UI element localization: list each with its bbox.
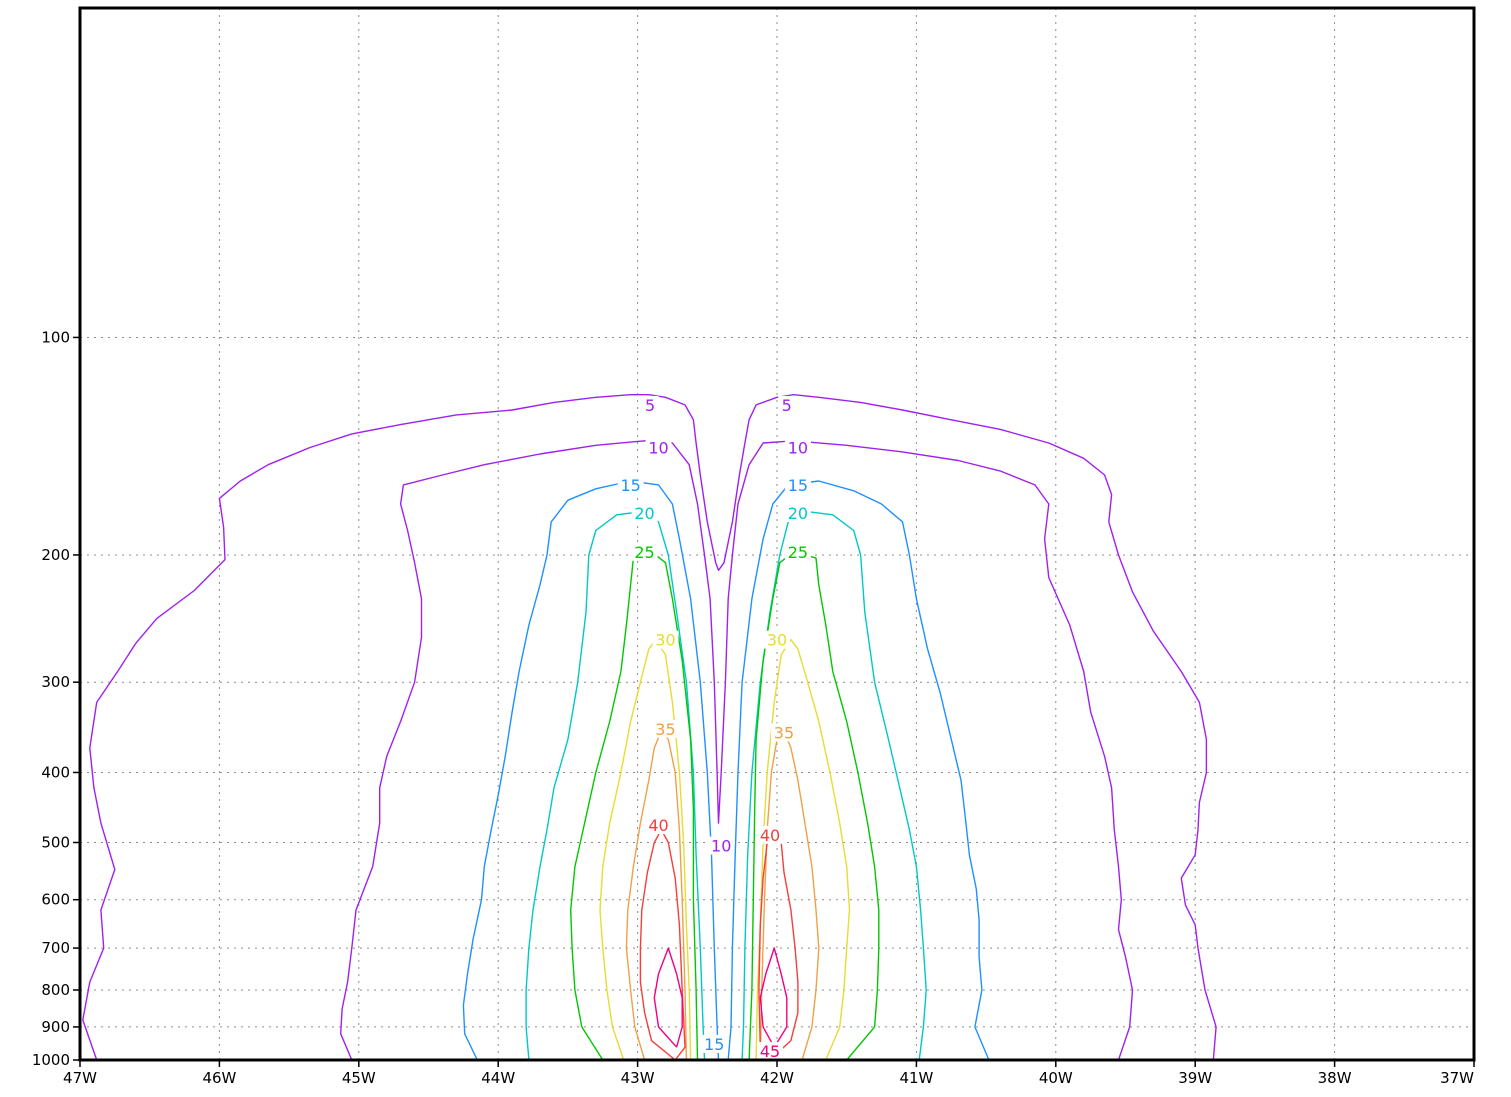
y-tick-label-4: 500	[41, 833, 70, 851]
y-tick-label-8: 900	[41, 1018, 70, 1036]
contour-label-bg-17	[701, 1034, 728, 1053]
contour-label-bg-5	[784, 475, 811, 494]
contour-label-bg-16	[708, 836, 735, 855]
contour-labels: 5 5 10 10 15 15 20 20 25 25 30 30 35 35 40 40 10 15 45	[617, 395, 811, 1061]
contour-label-bg-10	[652, 630, 679, 649]
contour-label-6: 20	[634, 504, 654, 523]
contour-45-9	[653, 947, 683, 1048]
x-tick-label-3: 44W	[481, 1069, 515, 1087]
contour-label-14: 40	[648, 816, 668, 835]
x-tick-label-10: 37W	[1440, 1069, 1474, 1087]
y-tick-label-5: 600	[41, 891, 70, 909]
x-tick-label-6: 41W	[899, 1069, 933, 1087]
y-tick-label-6: 700	[41, 939, 70, 957]
contour-40-7	[639, 829, 686, 1061]
contour-label-17: 15	[704, 1035, 724, 1054]
contour-label-16: 10	[711, 837, 731, 856]
x-tick-label-8: 39W	[1178, 1069, 1212, 1087]
contour-label-bg-4	[617, 475, 644, 494]
x-tick-label-2: 45W	[342, 1069, 376, 1087]
contour-label-bg-8	[631, 542, 658, 561]
contour-label-18: 45	[760, 1042, 780, 1061]
x-tick-label-0: 47W	[63, 1069, 97, 1087]
contour-label-bg-14	[645, 816, 672, 835]
y-tick-label-7: 800	[41, 981, 70, 999]
contour-label-bg-18	[757, 1042, 784, 1061]
contour-label-bg-7	[784, 504, 811, 523]
contour-label-15: 40	[760, 826, 780, 845]
contour-label-9: 25	[788, 543, 808, 562]
x-axis: 47W 46W 45W 44W 43W 42W 41W 40W 39W 38W 37W	[63, 1060, 1475, 1087]
contour-label-8: 25	[634, 543, 654, 562]
contour-label-11: 30	[767, 631, 787, 650]
contour-label-bg-3	[784, 438, 811, 457]
contour-label-bg-1	[778, 395, 796, 414]
contour-45-10	[759, 947, 788, 1048]
contour-label-2: 10	[648, 438, 668, 457]
contour-label-bg-9	[784, 542, 811, 561]
x-tick-label-4: 43W	[621, 1069, 655, 1087]
contour-label-bg-12	[652, 719, 679, 738]
contour-label-7: 20	[788, 504, 808, 523]
y-tick-label-0: 100	[41, 328, 70, 346]
y-tick-label-3: 400	[41, 763, 70, 781]
y-tick-label-9: 1000	[32, 1051, 70, 1069]
contour-label-13: 35	[774, 723, 794, 742]
grid-lines	[80, 8, 1474, 1060]
y-tick-label-1: 200	[41, 546, 70, 564]
contour-label-bg-2	[645, 438, 672, 457]
contour-label-4: 15	[620, 476, 640, 495]
contour-5-0	[82, 394, 1217, 1061]
x-tick-label-1: 46W	[202, 1069, 236, 1087]
x-tick-label-9: 38W	[1318, 1069, 1352, 1087]
contour-label-12: 35	[655, 720, 675, 739]
y-tick-label-2: 300	[41, 673, 70, 691]
contour-label-bg-15	[757, 825, 784, 844]
x-tick-label-7: 40W	[1039, 1069, 1073, 1087]
contour-label-bg-13	[770, 723, 797, 742]
contour-10-1	[340, 440, 1134, 1061]
contour-label-10: 30	[655, 631, 675, 650]
contour-label-1: 5	[782, 396, 792, 415]
contour-label-0: 5	[645, 396, 655, 415]
contour-label-bg-11	[764, 630, 790, 649]
contour-label-bg-0	[641, 395, 659, 414]
contour-label-bg-6	[631, 504, 658, 523]
contour-label-5: 15	[788, 476, 808, 495]
x-tick-label-5: 42W	[760, 1069, 794, 1087]
y-axis: 100 200 300 400 500 600 700 800 900 1000	[32, 328, 80, 1069]
contour-label-3: 10	[788, 438, 808, 457]
